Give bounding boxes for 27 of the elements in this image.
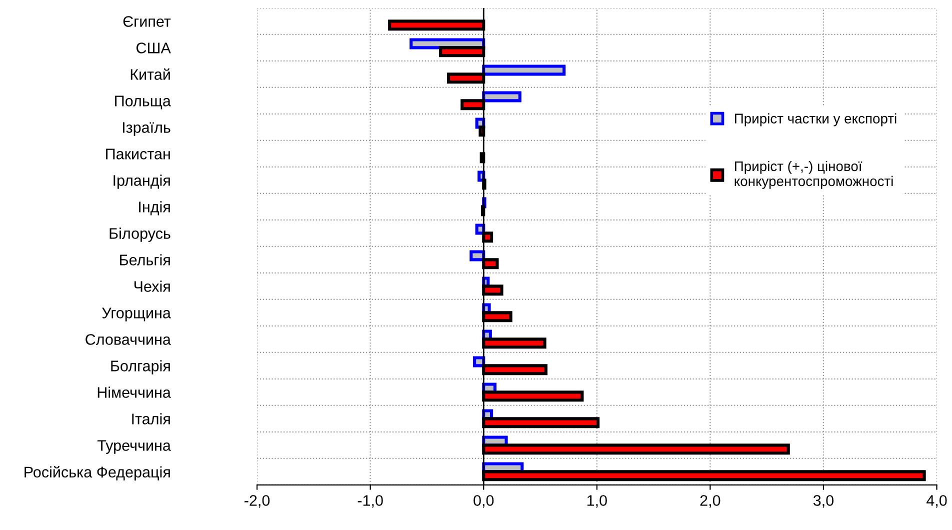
legend-label: Приріст частки у експорті <box>735 113 896 126</box>
y-tick-label: Ізраїль <box>122 122 170 136</box>
x-tick-label: 1,0 <box>587 495 607 508</box>
y-tick-label: Бельгія <box>120 254 170 266</box>
y-tick-label: Ірландія <box>114 174 170 189</box>
y-tick-label: Єгипет <box>123 16 171 27</box>
y-tick-label: Угорщина <box>102 308 171 322</box>
y-tick-label: Італія <box>132 413 170 424</box>
x-tick-label: 2,0 <box>700 495 720 508</box>
x-tick-label: -2,0 <box>244 495 270 508</box>
x-tick-label: 0,0 <box>474 495 494 508</box>
y-tick-label: Словаччина <box>86 334 171 345</box>
y-tick-label: Туреччина <box>97 440 171 454</box>
y-tick-label: Індія <box>139 201 170 216</box>
y-tick-label: Польща <box>115 96 171 110</box>
y-tick-label: Пакистан <box>106 148 170 160</box>
y-tick-label: США <box>136 42 171 54</box>
y-tick-label: Білорусь <box>110 228 170 242</box>
y-tick-label: Китай <box>130 68 170 80</box>
y-tick-label: Німеччина <box>98 386 171 398</box>
x-tick-label: -1,0 <box>358 495 383 508</box>
legend-label: Приріст (+,-) цінової конкурентоспроможності <box>734 160 893 189</box>
y-tick-label: Чехія <box>134 280 170 292</box>
y-tick-label: Російська Федерація <box>24 466 170 481</box>
x-tick-label: 3,0 <box>813 495 834 508</box>
y-tick-label: Болгарія <box>111 360 170 374</box>
x-tick-label: 4,0 <box>926 495 947 508</box>
